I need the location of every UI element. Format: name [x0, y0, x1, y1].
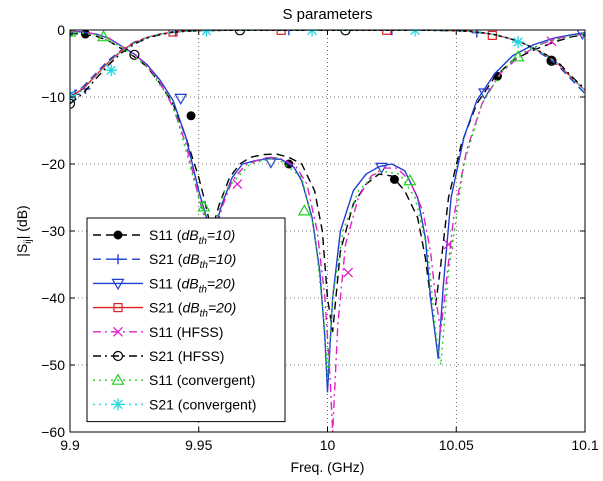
legend-marker — [113, 230, 123, 240]
x-tick-label: 10 — [320, 437, 336, 453]
legend-box — [86, 217, 286, 423]
marker-s21_conv — [105, 64, 118, 77]
marker-s11_hfss — [546, 36, 557, 47]
y-tick-label: −40 — [41, 290, 65, 306]
series-line-s11_conv — [70, 31, 585, 380]
marker-s21_hfss — [546, 55, 557, 66]
marker-s21_conv — [200, 30, 213, 37]
marker-s11_conv — [70, 30, 77, 37]
x-tick-label: 9.95 — [185, 437, 212, 453]
legend-marker — [113, 254, 123, 265]
marker-s11_th10 — [389, 174, 399, 184]
legend-label: S21 (dBth=20) — [149, 300, 236, 320]
x-tick-label: 9.9 — [60, 437, 80, 453]
series-line-s11_th10 — [70, 32, 585, 333]
legend-entry-s21_hfss: S21 (HFSS) — [93, 348, 224, 364]
legend-label: S11 (dBth=20) — [149, 275, 235, 295]
marker-s11_conv — [297, 204, 311, 216]
legend-entry-s11_th10: S11 (dBth=10) — [93, 227, 235, 247]
legend-label: S11 (convergent) — [149, 372, 255, 388]
legend-label: S11 (HFSS) — [149, 324, 223, 340]
marker-s11_conv — [511, 50, 525, 62]
marker-s21_hfss — [129, 49, 140, 60]
y-axis-label: |Sij| (dB) — [14, 205, 34, 256]
legend-marker — [111, 278, 125, 291]
axis-ticks: 9.9 9.95 10 10.05 10.1 −60 −50 −40 −30 −20 −10 0 — [41, 22, 599, 453]
marker-s21_conv — [512, 36, 525, 49]
legend-entry-s21_th20: S21 (dBth=20) — [93, 300, 236, 320]
y-tick-label: −10 — [41, 89, 65, 105]
series-s11_hfss — [70, 30, 585, 432]
y-tick-label: −20 — [41, 156, 65, 172]
y-tick-label: −30 — [41, 223, 65, 239]
series-line-s11_th20 — [70, 30, 585, 393]
marker-s11_conv — [403, 174, 417, 186]
marker-s11_hfss — [232, 179, 243, 190]
legend: S11 (dBth=10) S21 (dBth=10) S11 (dBth=20) S… — [86, 217, 286, 423]
series-s11_conv — [70, 30, 585, 380]
marker-s11_conv — [197, 200, 211, 212]
legend-marker — [113, 326, 123, 337]
legend-label: S11 (dBth=10) — [149, 227, 235, 247]
legend-entry-s21_th10: S21 (dBth=10) — [93, 251, 236, 271]
marker-s11_hfss — [343, 267, 354, 278]
legend-entry-s11_th20: S11 (dBth=20) — [93, 275, 235, 295]
legend-label: S21 (dBth=10) — [149, 251, 236, 271]
legend-marker — [111, 373, 125, 385]
legend-entry-s11_conv: S11 (convergent) — [93, 372, 255, 388]
x-tick-label: 10.05 — [439, 437, 474, 453]
marker-s11_th10 — [186, 111, 196, 121]
marker-s11_conv — [96, 30, 111, 42]
marker-s11_th20 — [478, 88, 492, 100]
marker-s11_th20 — [174, 93, 188, 106]
legend-label: S21 (convergent) — [149, 396, 256, 412]
y-tick-label: 0 — [57, 22, 65, 38]
legend-marker — [112, 398, 124, 411]
legend-label: S21 (HFSS) — [149, 348, 224, 364]
legend-marker — [112, 350, 124, 362]
x-tick-label: 10.1 — [571, 437, 598, 453]
x-axis-label: Freq. (GHz) — [291, 459, 365, 475]
chart-title: S parameters — [282, 6, 372, 23]
marker-s21_hfss — [70, 98, 76, 109]
legend-marker — [113, 303, 123, 313]
y-tick-label: −60 — [41, 424, 65, 440]
y-tick-label: −50 — [41, 357, 65, 373]
legend-entry-s11_hfss: S11 (HFSS) — [93, 324, 223, 340]
legend-entry-s21_conv: S21 (convergent) — [93, 396, 256, 412]
